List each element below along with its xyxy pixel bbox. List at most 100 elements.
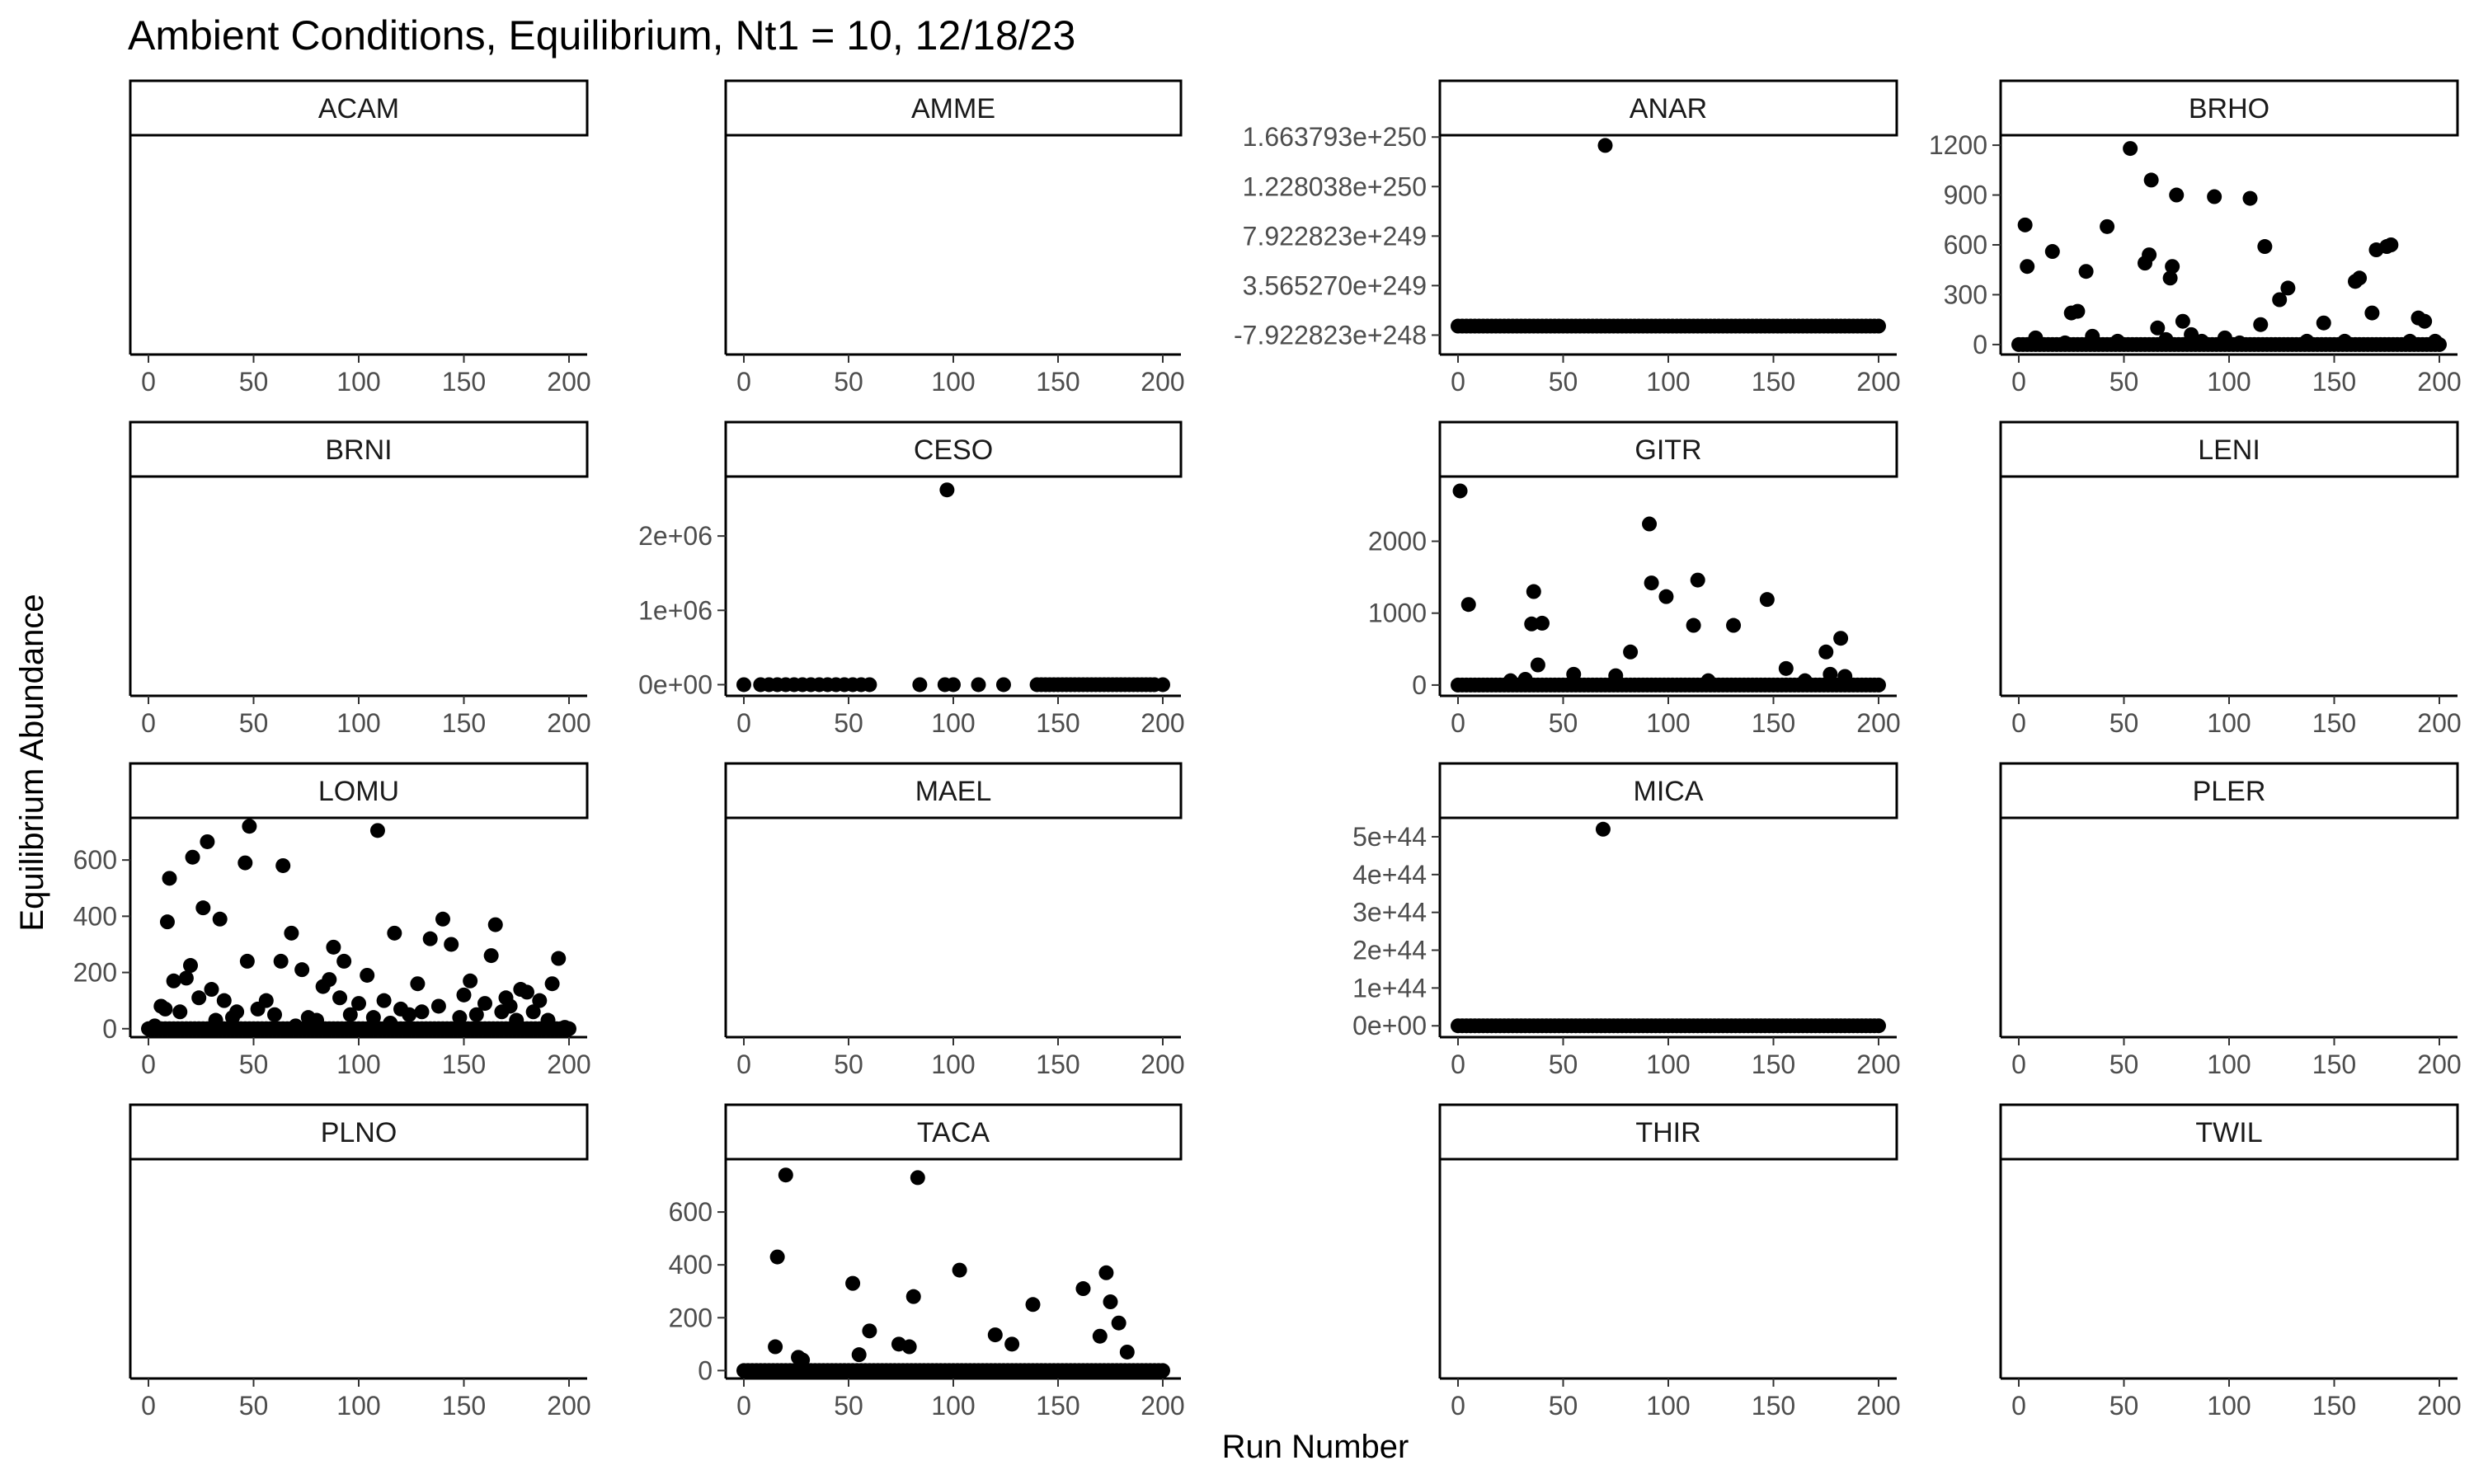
data-point-lomu [483,948,499,964]
x-tick-label-thir: 150 [1752,1391,1795,1421]
data-point-lomu [288,1018,303,1034]
x-tick-label-mael: 200 [1141,1050,1184,1079]
panel-ceso: CESO 0 50 100 150 200 0e+00 1e+06 2e+06 [638,420,1185,738]
data-point-taca [1103,1294,1118,1310]
data-point-lomu [267,1007,282,1022]
data-point-lomu [147,1018,162,1034]
y-tick-label-lomu: 0 [102,1014,117,1044]
data-point-lomu [444,937,459,952]
data-point-lomu [309,1012,324,1028]
x-tick-label-ceso: 100 [931,708,975,738]
y-tick-label-mica: 1e+44 [1352,973,1427,1003]
chart-title: Ambient Conditions, Equilibrium, Nt1 = 1… [128,12,1075,59]
data-point-lomu [456,987,472,1003]
data-point-taca [1004,1336,1020,1352]
panel-amme: AMME 0 50 100 150 200 [724,79,1185,397]
data-point-lomu [336,953,352,969]
data-point-lomu [430,998,446,1014]
x-tick-label-taca: 150 [1036,1391,1079,1421]
y-tick-label-mica: 4e+44 [1352,860,1427,890]
x-tick-label-mael: 150 [1036,1050,1079,1079]
data-point-brho [2352,270,2368,286]
x-tick-label-thir: 200 [1856,1391,1900,1421]
data-point-gitr [1452,483,1468,499]
data-point-brho [2100,218,2115,234]
data-point-gitr [1644,575,1659,591]
data-point-gitr [1797,673,1813,688]
data-point-gitr [1623,644,1639,660]
y-tick-label-anar: 1.663793e+250 [1243,122,1427,152]
panel-twil: TWIL 0 50 100 150 200 [1999,1103,2462,1421]
data-point-lomu [273,953,289,969]
data-point-brho [2150,320,2166,336]
x-tick-label-taca: 100 [931,1391,975,1421]
x-tick-label-amme: 100 [931,367,975,397]
x-tick-label-taca: 50 [834,1391,863,1421]
data-point-taca [905,1289,921,1304]
strip-pler [1999,762,2459,819]
strip-label-mica: MICA [1634,776,1704,807]
data-point-lomu [387,925,402,941]
data-point-brho [2402,333,2418,349]
strip-label-pler: PLER [2193,776,2266,807]
panel-thir: THIR 0 50 100 150 200 [1438,1103,1901,1421]
data-point-lomu [326,939,341,955]
strip-label-mael: MAEL [915,776,992,807]
strip-label-ceso: CESO [914,434,993,466]
baseline-point-mica [1871,1018,1886,1034]
strip-label-brho: BRHO [2189,93,2269,124]
data-point-taca [862,1323,877,1339]
data-point-lomu [520,984,534,1000]
data-point-brho [2058,335,2073,350]
data-point-taca [910,1170,925,1186]
panel-plno: PLNO 0 50 100 150 200 [129,1103,591,1421]
data-point-lomu [532,993,548,1008]
x-tick-label-taca: 200 [1141,1391,1184,1421]
data-point-brho [2165,259,2180,275]
x-tick-label-ceso: 50 [834,708,863,738]
x-tick-label-pler: 150 [2312,1050,2356,1079]
baseline-point-ceso [946,677,961,693]
data-point-taca [1075,1281,1091,1297]
x-tick-label-anar: 50 [1549,367,1578,397]
strip-anar [1438,79,1898,137]
data-point-lomu [540,1012,556,1028]
x-tick-label-lomu: 200 [547,1050,590,1079]
y-tick-label-anar: 7.922823e+249 [1243,221,1427,251]
x-tick-label-gitr: 50 [1549,708,1578,738]
x-tick-label-thir: 0 [1451,1391,1465,1421]
y-tick-label-brho: 900 [1944,181,1987,210]
baseline-point-anar [1871,318,1886,334]
data-point-gitr [1686,618,1701,633]
data-point-gitr [1833,631,1849,646]
x-tick-label-amme: 50 [834,367,863,397]
panel-mael: MAEL 0 50 100 150 200 [724,762,1185,1079]
data-point-brho [2280,280,2296,296]
x-tick-label-pler: 50 [2109,1050,2139,1079]
x-tick-label-mael: 50 [834,1050,863,1079]
strip-label-brni: BRNI [325,434,392,466]
data-point-taca [1111,1315,1126,1331]
data-point-lomu [410,976,426,992]
data-point-lomu [383,1015,398,1031]
x-tick-label-gitr: 0 [1451,708,1465,738]
strip-label-lomu: LOMU [318,776,399,807]
data-point-brho [2337,333,2353,349]
strip-label-twil: TWIL [2195,1117,2262,1148]
strip-amme [724,79,1183,137]
strip-lomu [129,762,589,819]
data-point-gitr [1526,584,1541,599]
strip-plno [129,1103,589,1161]
data-point-lomu [216,993,232,1008]
strip-label-gitr: GITR [1634,434,1701,466]
data-point-brho [2217,330,2232,345]
y-tick-label-anar: -7.922823e+248 [1234,320,1427,350]
y-tick-label-gitr: 0 [1412,670,1427,700]
x-tick-label-anar: 0 [1451,367,1465,397]
baseline-point-gitr [1871,677,1886,693]
x-tick-label-mica: 100 [1646,1050,1690,1079]
data-point-gitr [1460,597,1476,613]
data-point-lomu [322,972,337,988]
x-tick-label-plno: 50 [239,1391,269,1421]
x-axis-title: Run Number [1222,1429,1409,1465]
